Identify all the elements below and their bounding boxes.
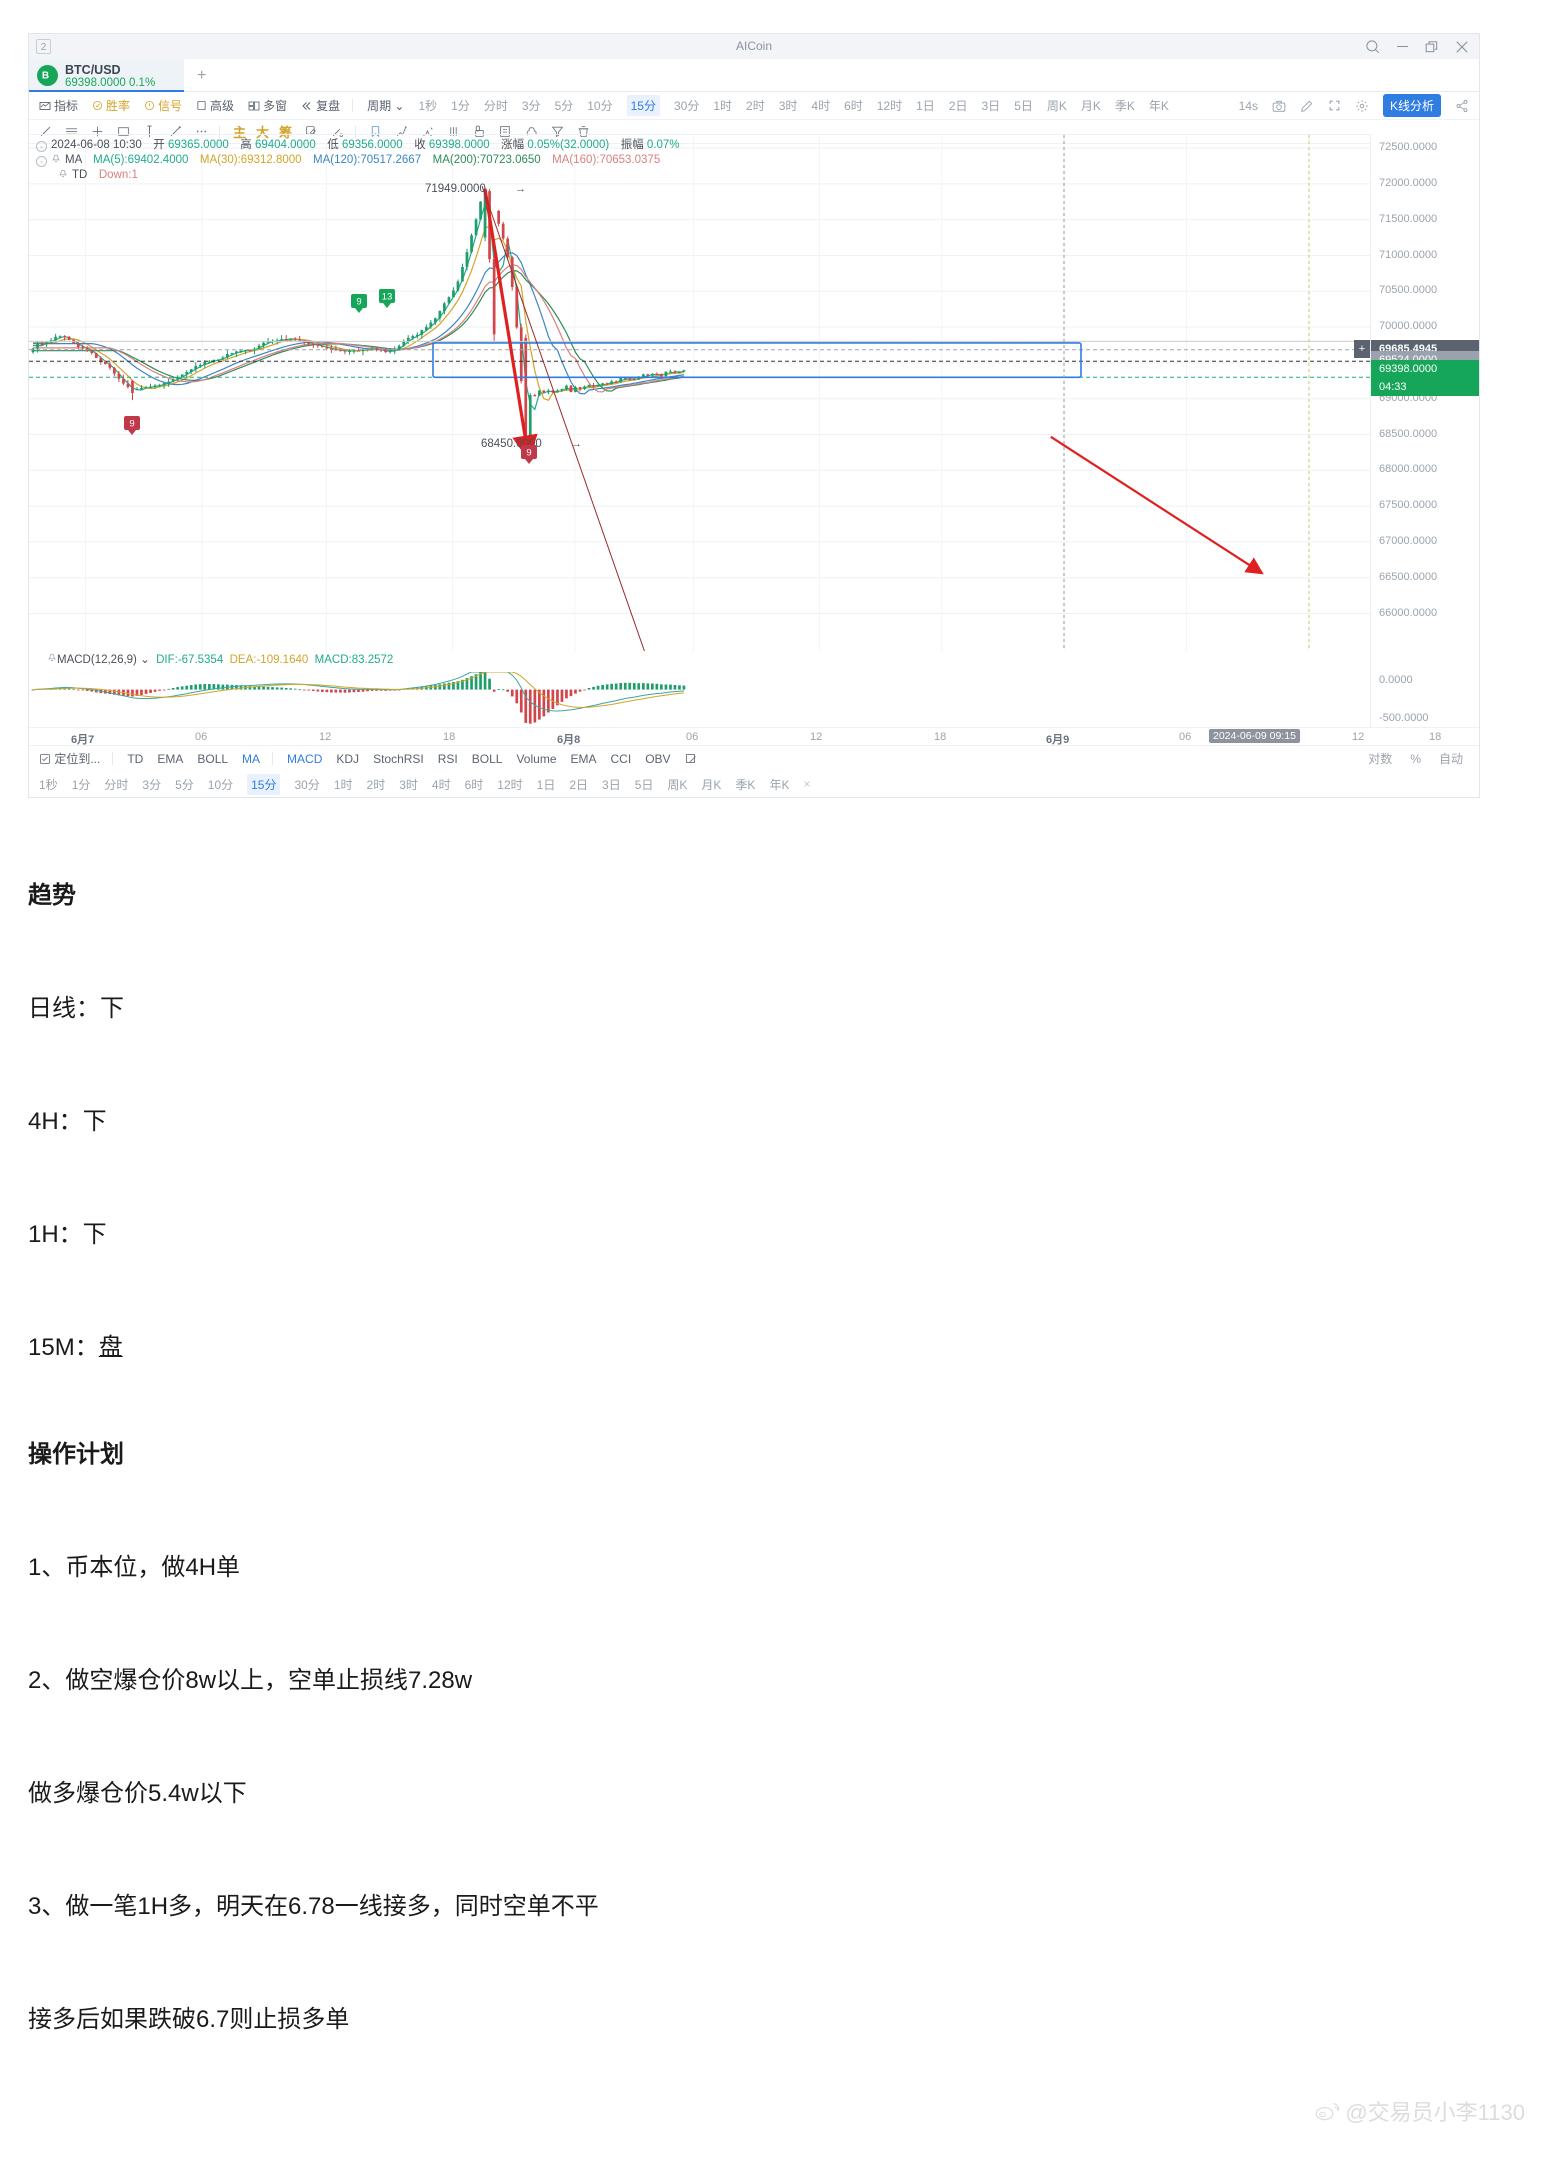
svg-text:71949.0000: 71949.0000: [425, 183, 486, 195]
svg-text:13: 13: [382, 292, 393, 303]
svg-text:→: →: [515, 183, 526, 195]
svg-text:→: →: [571, 438, 582, 450]
svg-text:9: 9: [526, 448, 531, 459]
svg-text:B: B: [42, 71, 49, 82]
svg-text:9: 9: [356, 297, 361, 308]
svg-text:9: 9: [129, 419, 134, 430]
